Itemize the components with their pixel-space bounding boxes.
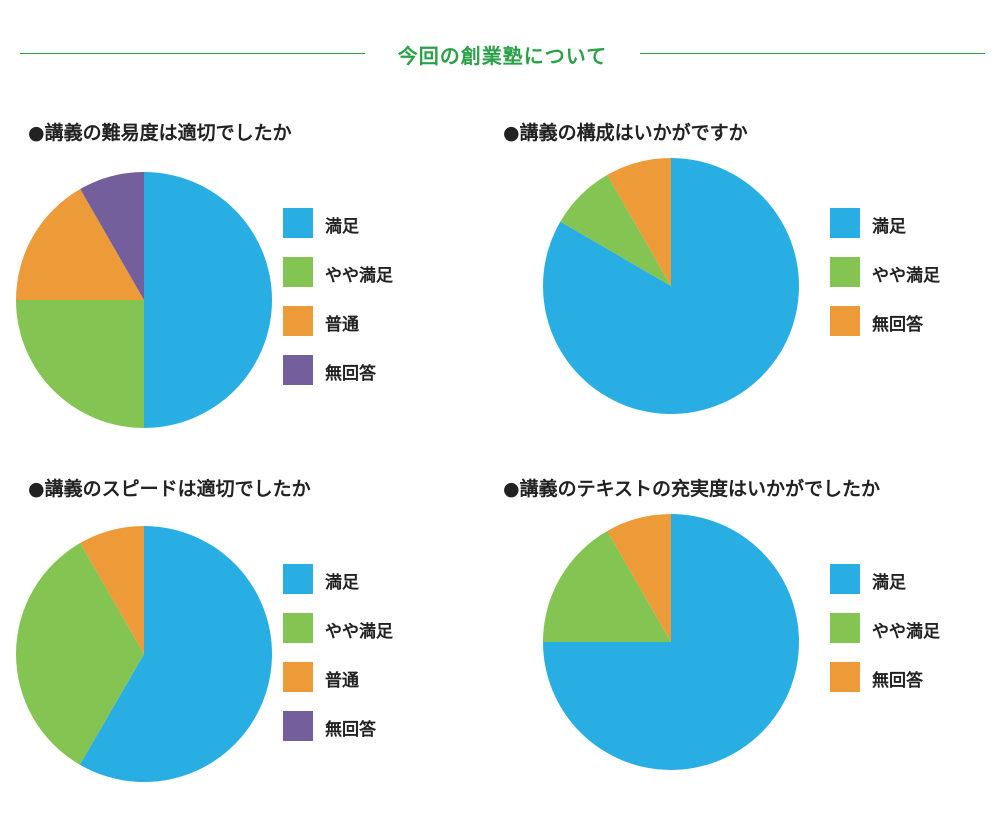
legend-label: 満足: [325, 573, 359, 593]
legend-swatch: [283, 208, 313, 238]
legend-label: 無回答: [872, 315, 923, 335]
legend-swatch: [283, 564, 313, 594]
pie-slice-1: [542, 158, 799, 414]
pie-chart: [543, 514, 799, 770]
legend-swatch: [283, 711, 313, 741]
legend-item: 無回答: [830, 662, 990, 694]
legend-swatch: [830, 208, 860, 238]
legend-swatch: [283, 306, 313, 336]
legend-label: 満足: [872, 217, 906, 237]
chart-title: ●講義の構成はいかがですか: [503, 122, 748, 144]
legend-label: 満足: [325, 217, 359, 237]
chart-panel-structure: ●講義の構成はいかがですか 満足やや満足無回答: [503, 118, 983, 428]
legend-item: 普通: [283, 306, 443, 338]
pie-chart: [16, 526, 273, 782]
legend-label: 無回答: [872, 671, 923, 691]
legend-item: やや満足: [830, 613, 990, 645]
legend-label: 無回答: [325, 720, 376, 740]
legend-item: やや満足: [830, 257, 990, 289]
legend-swatch: [283, 613, 313, 643]
pie-slice-2: [16, 300, 144, 428]
pie-slice-3: [16, 189, 144, 300]
page-header: 今回の創業塾について: [20, 36, 985, 72]
header-divider-right: [640, 53, 985, 54]
legend-item: 無回答: [283, 711, 443, 743]
legend-item: やや満足: [283, 257, 443, 289]
legend-item: 無回答: [283, 355, 443, 387]
legend-item: 満足: [283, 564, 443, 596]
chart-title: ●講義の難易度は適切でしたか: [28, 122, 292, 144]
legend-item: やや満足: [283, 613, 443, 645]
pie-slice-2: [16, 543, 145, 765]
legend-swatch: [830, 306, 860, 336]
header-divider-left: [20, 53, 365, 54]
pie-slice-2: [560, 175, 671, 286]
legend-swatch: [283, 355, 313, 385]
legend-swatch: [283, 257, 313, 287]
legend-label: やや満足: [872, 622, 940, 642]
legend-item: 無回答: [830, 306, 990, 338]
chart-panel-difficulty: ●講義の難易度は適切でしたか 満足やや満足普通無回答: [16, 118, 508, 428]
legend-swatch: [830, 257, 860, 287]
pie-slice-3: [607, 158, 671, 286]
legend-item: 満足: [830, 208, 990, 240]
pie-slice-3: [80, 526, 144, 654]
legend-item: 普通: [283, 662, 443, 694]
chart-panel-speed: ●講義のスピードは適切でしたか 満足やや満足普通無回答: [16, 474, 508, 784]
legend-swatch: [830, 662, 860, 692]
pie-slice-3: [607, 514, 671, 642]
legend-label: 無回答: [325, 364, 376, 384]
legend-label: 満足: [872, 573, 906, 593]
legend-item: 満足: [283, 208, 443, 240]
legend-label: やや満足: [872, 266, 940, 286]
legend-label: やや満足: [325, 622, 393, 642]
pie-chart: [16, 172, 272, 428]
page-title: 今回の創業塾について: [397, 44, 608, 68]
legend-item: 満足: [830, 564, 990, 596]
legend-label: やや満足: [325, 266, 393, 286]
chart-title: ●講義のスピードは適切でしたか: [28, 478, 311, 500]
chart-title: ●講義のテキストの充実度はいかがでしたか: [503, 478, 881, 500]
legend-swatch: [283, 662, 313, 692]
legend-swatch: [830, 564, 860, 594]
pie-slice-1: [144, 172, 272, 428]
legend-label: 普通: [325, 315, 359, 335]
pie-slice-1: [79, 526, 273, 782]
pie-slice-2: [543, 531, 671, 642]
legend-label: 普通: [325, 671, 359, 691]
legend-swatch: [830, 613, 860, 643]
pie-slice-4: [80, 172, 144, 300]
pie-chart: [542, 158, 799, 414]
chart-panel-textbook: ●講義のテキストの充実度はいかがでしたか 満足やや満足無回答: [503, 474, 983, 784]
